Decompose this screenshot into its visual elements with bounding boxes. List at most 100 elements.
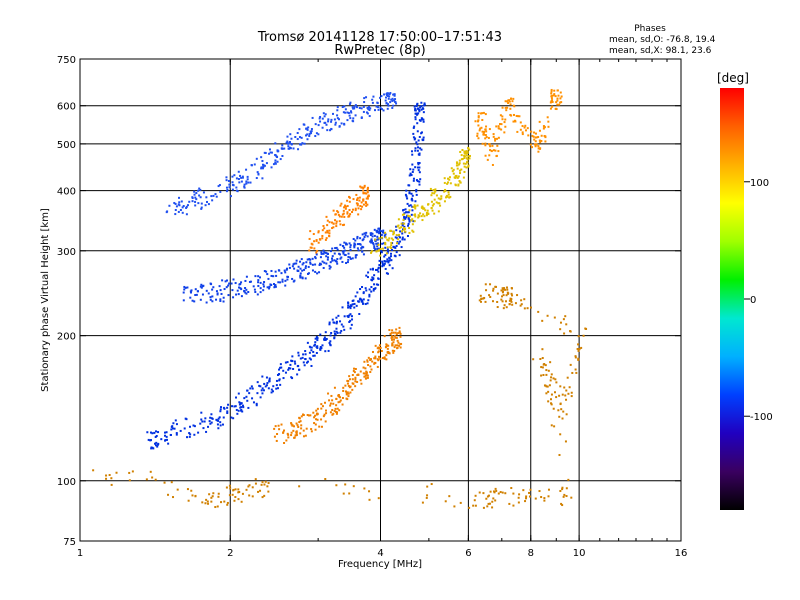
data-point: [226, 188, 229, 191]
data-point: [386, 95, 389, 98]
data-point: [241, 492, 244, 495]
data-point: [541, 357, 544, 360]
data-point: [245, 488, 248, 491]
data-point: [396, 347, 399, 350]
data-point: [506, 106, 509, 109]
data-point: [504, 125, 507, 128]
data-point: [349, 378, 352, 381]
data-point: [353, 105, 356, 108]
data-point: [351, 208, 354, 211]
data-point: [559, 91, 562, 94]
y-axis-label: Stationary phase Virtual Height [km]: [40, 208, 51, 392]
data-point: [357, 207, 360, 210]
data-point: [301, 356, 304, 359]
data-point: [412, 230, 415, 233]
data-point: [149, 470, 152, 473]
data-point: [377, 106, 380, 109]
data-point: [251, 397, 254, 400]
data-point: [384, 267, 387, 270]
data-point: [478, 129, 481, 132]
data-point: [286, 278, 289, 281]
y-tick-label: 100: [57, 477, 76, 488]
data-point: [276, 160, 279, 163]
data-point: [199, 422, 202, 425]
data-point: [371, 232, 374, 235]
data-point: [360, 208, 363, 211]
data-point: [339, 257, 342, 260]
data-point: [454, 174, 457, 177]
data-point: [353, 244, 356, 247]
data-point: [448, 176, 451, 179]
data-point: [338, 409, 341, 412]
data-point: [542, 373, 545, 376]
data-point: [420, 132, 423, 135]
data-point: [105, 474, 108, 477]
data-point: [501, 115, 504, 118]
data-point: [354, 380, 357, 383]
data-point: [290, 137, 293, 140]
data-point: [539, 358, 542, 361]
data-point: [272, 385, 275, 388]
data-point: [233, 499, 236, 502]
data-point: [310, 349, 313, 352]
data-point: [207, 425, 210, 428]
data-point: [284, 361, 287, 364]
data-point: [304, 353, 307, 356]
data-point: [273, 435, 276, 438]
data-point: [272, 163, 275, 166]
data-point: [316, 339, 319, 342]
data-point: [240, 295, 243, 298]
data-point: [334, 407, 337, 410]
data-point: [312, 354, 315, 357]
data-point: [293, 360, 296, 363]
data-point: [403, 216, 406, 219]
data-point: [308, 357, 311, 360]
data-point: [235, 186, 238, 189]
data-point: [190, 291, 193, 294]
data-point: [151, 432, 154, 435]
data-point: [539, 141, 542, 144]
data-point: [240, 500, 243, 503]
data-point: [417, 139, 420, 142]
data-point: [353, 302, 356, 305]
data-point: [479, 294, 482, 297]
data-point: [415, 141, 418, 144]
data-point: [526, 127, 529, 130]
data-point: [372, 289, 375, 292]
data-point: [299, 276, 302, 279]
data-point: [415, 190, 418, 193]
data-point: [276, 150, 279, 153]
data-point: [299, 274, 302, 277]
data-point: [154, 444, 157, 447]
data-point: [331, 259, 334, 262]
data-point: [297, 364, 300, 367]
data-point: [492, 133, 495, 136]
data-point: [322, 415, 325, 418]
data-point: [397, 332, 400, 335]
data-point: [349, 307, 352, 310]
data-point: [236, 289, 239, 292]
data-point: [295, 433, 298, 436]
data-point: [351, 211, 354, 214]
data-point: [392, 341, 395, 344]
data-point: [195, 192, 198, 195]
data-point: [323, 251, 326, 254]
data-point: [390, 335, 393, 338]
data-point: [480, 300, 483, 303]
data-point: [486, 505, 489, 508]
data-point: [391, 349, 394, 352]
data-point: [291, 265, 294, 268]
data-point: [543, 126, 546, 129]
data-point: [434, 188, 437, 191]
data-point: [399, 346, 402, 349]
data-point: [421, 117, 424, 120]
data-point: [484, 137, 487, 140]
data-point: [349, 117, 352, 120]
data-point: [278, 373, 281, 376]
data-point: [320, 251, 323, 254]
y-tick-label: 750: [57, 55, 76, 66]
data-point: [237, 488, 240, 491]
data-point: [464, 162, 467, 165]
data-point: [329, 402, 332, 405]
data-point: [164, 434, 167, 437]
